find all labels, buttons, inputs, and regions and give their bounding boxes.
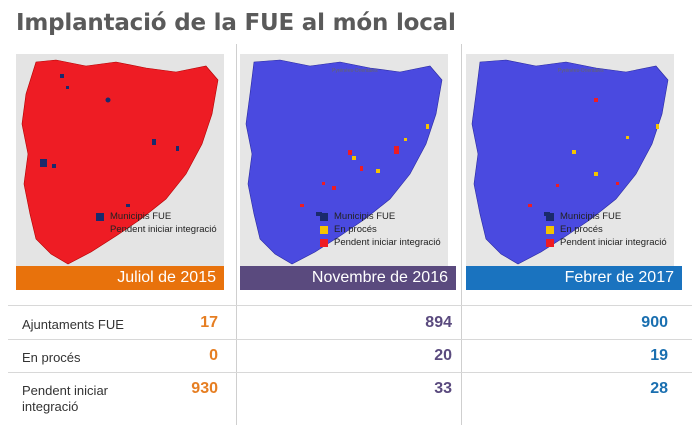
- map-region-label: Pyrénées-Orientales: [558, 68, 604, 74]
- value-2016: 20: [434, 347, 452, 364]
- legend-swatch: [546, 212, 554, 221]
- legend-item: Pendent iniciar integració: [96, 223, 217, 236]
- legend-label: En procés: [334, 224, 377, 235]
- legend-label: Municipis FUE: [110, 211, 172, 222]
- date-label-2015: Juliol de 2015: [16, 266, 224, 290]
- legend-swatch: [320, 212, 328, 221]
- legend-item: Municipis FUE: [96, 210, 217, 223]
- value-2017: 900: [641, 314, 668, 331]
- legend-label: Municipis FUE: [560, 211, 622, 222]
- legend-label: Municipis FUE: [334, 211, 396, 222]
- legend-item: Pendent iniciar integració: [546, 236, 667, 249]
- table-divider: [8, 305, 692, 306]
- legend-swatch: [320, 238, 328, 247]
- column-divider: [461, 44, 462, 425]
- legend-label: En procés: [560, 224, 603, 235]
- legend-label: Pendent iniciar integració: [560, 237, 667, 248]
- map-region-label: Pyrénées-Orientales: [332, 68, 378, 74]
- value-2015: 930: [191, 380, 218, 397]
- value-2015: 17: [200, 314, 218, 331]
- catalonia-map: [240, 54, 448, 266]
- legend-label: Pendent iniciar integració: [334, 237, 441, 248]
- legend-item: En procés: [320, 223, 441, 236]
- legend-swatch: [96, 225, 104, 234]
- catalonia-map: [466, 54, 674, 266]
- legend-item: Municipis FUE: [546, 210, 667, 223]
- map-panel-2015: Municipis FUE Pendent iniciar integració: [16, 54, 224, 266]
- row-label-pendent: Pendent iniciar integració: [22, 383, 108, 414]
- column-divider: [236, 44, 237, 425]
- value-2017: 19: [650, 347, 668, 364]
- page-title: Implantació de la FUE al món local: [16, 10, 456, 36]
- table-divider: [8, 339, 692, 340]
- legend-swatch: [96, 212, 104, 221]
- legend-swatch: [546, 238, 554, 247]
- legend-swatch: [546, 225, 554, 234]
- legend-item: En procés: [546, 223, 667, 236]
- value-2016: 33: [434, 380, 452, 397]
- legend-item: Pendent iniciar integració: [320, 236, 441, 249]
- legend-item: Municipis FUE: [320, 210, 441, 223]
- row-label-en-proces: En procés: [22, 350, 81, 365]
- row-label-ajuntaments: Ajuntaments FUE: [22, 317, 124, 332]
- value-2016: 894: [425, 314, 452, 331]
- value-2017: 28: [650, 380, 668, 397]
- catalonia-map: [16, 54, 224, 266]
- legend-swatch: [320, 225, 328, 234]
- table-divider: [8, 372, 692, 373]
- date-label-2017: Febrer de 2017: [466, 266, 682, 290]
- map-panel-2016: Pyrénées-Orientales Municipis FUE En pro…: [240, 54, 448, 266]
- value-2015: 0: [209, 347, 218, 364]
- legend-label: Pendent iniciar integració: [110, 224, 217, 235]
- date-label-2016: Novembre de 2016: [240, 266, 456, 290]
- map-panel-2017: Pyrénées-Orientales Municipis FUE En pro…: [466, 54, 674, 266]
